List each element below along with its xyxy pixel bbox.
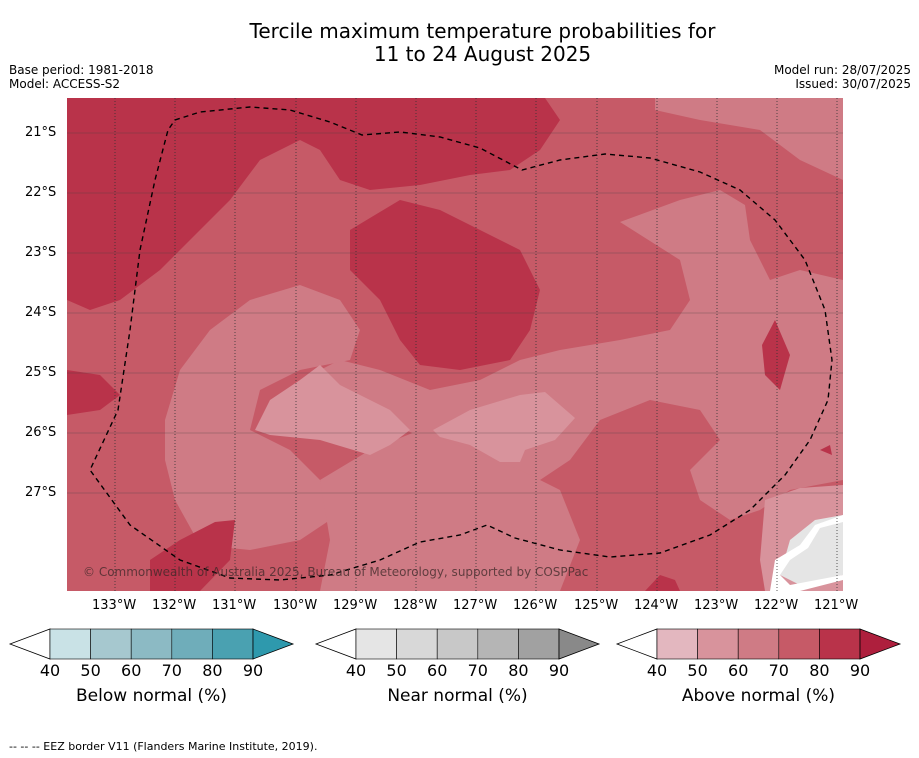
region-above-50-center — [433, 392, 575, 462]
title-line-2: 11 to 24 August 2025 — [373, 42, 592, 66]
meta-right: Model run: 28/07/2025 Issued: 30/07/2025 — [774, 63, 911, 91]
meta-left: Base period: 1981-2018 Model: ACCESS-S2 — [9, 63, 154, 91]
colorbar-tick: 70 — [467, 661, 488, 680]
probability-field — [67, 98, 843, 591]
longitude-label: 126°W — [513, 598, 558, 613]
region-above-60-east — [655, 98, 843, 180]
region-above-80-north — [67, 98, 560, 310]
longitude-label: 121°W — [814, 598, 859, 613]
colorbar-tick: 90 — [849, 661, 871, 680]
colorbar-tick: 80 — [508, 661, 529, 680]
colorbar-tick: 40 — [39, 661, 61, 680]
title-line-1: Tercile maximum temperature probabilitie… — [249, 19, 716, 43]
latitude-label: 24°S — [25, 305, 57, 320]
region-above-80-east-spot — [762, 320, 790, 390]
region-above-60-south — [320, 430, 580, 591]
colorbar-tick: 50 — [80, 661, 101, 680]
region-above-80-south-2 — [645, 575, 680, 591]
longitude-label: 130°W — [273, 598, 318, 613]
longitude-label: 131°W — [212, 598, 257, 613]
region-above-80-central — [350, 200, 540, 370]
colorbar-tick: 70 — [768, 661, 789, 680]
latitude-label: 22°S — [25, 185, 57, 200]
colorbar-tick: 40 — [646, 661, 668, 680]
region-above-50-west — [255, 365, 410, 455]
longitude-label: 129°W — [333, 598, 378, 613]
region-near-40 — [780, 515, 843, 585]
region-above-80-west — [67, 370, 120, 415]
region-white-edge — [770, 515, 843, 591]
copyright-notice: © Commonwealth of Australia 2025, Bureau… — [83, 565, 589, 579]
colorbar-tick: 50 — [386, 661, 407, 680]
colorbar-tick: 80 — [809, 661, 830, 680]
region-above-80-east-small — [820, 445, 832, 455]
colorbar-tick: 40 — [345, 661, 367, 680]
colorbar-tick: 60 — [427, 661, 448, 680]
colorbar-tick: 90 — [548, 661, 570, 680]
colorbar-tick: 60 — [121, 661, 142, 680]
longitude-label: 122°W — [754, 598, 799, 613]
eez-footnote: -- -- -- EEZ border V11 (Flanders Marine… — [9, 740, 318, 753]
colorbar-tick: 80 — [202, 661, 223, 680]
latitude-label: 25°S — [25, 365, 57, 380]
latitude-label: 23°S — [25, 245, 57, 260]
colorbar-tick: 60 — [728, 661, 749, 680]
longitude-label: 133°W — [92, 598, 137, 613]
issued-date: Issued: 30/07/2025 — [795, 77, 911, 91]
colorbar-label: Below normal (%) — [76, 686, 227, 706]
model-name: Model: ACCESS-S2 — [9, 77, 121, 91]
colorbar-label: Near normal (%) — [387, 686, 528, 706]
colorbar-tick: 50 — [687, 661, 708, 680]
longitude-label: 132°W — [152, 598, 197, 613]
colorbar-label: Above normal (%) — [681, 686, 836, 706]
colorbar-tick: 70 — [161, 661, 182, 680]
latitude-label: 27°S — [25, 485, 57, 500]
latitude-label: 26°S — [25, 425, 57, 440]
region-above-80-south — [150, 520, 235, 591]
colorbar-tick: 90 — [242, 661, 264, 680]
graticule — [67, 98, 843, 591]
longitude-label: 128°W — [393, 598, 438, 613]
longitude-label: 125°W — [574, 598, 619, 613]
latitude-label: 21°S — [25, 125, 57, 140]
region-above-60-central — [165, 285, 360, 550]
model-run: Model run: 28/07/2025 — [773, 63, 911, 77]
eez-border — [89, 106, 833, 581]
longitude-label: 124°W — [634, 598, 679, 613]
map-title: Tercile maximum temperature probabilitie… — [0, 20, 919, 66]
longitude-label: 127°W — [453, 598, 498, 613]
longitude-label: 123°W — [694, 598, 739, 613]
base-period: Base period: 1981-2018 — [9, 63, 154, 77]
